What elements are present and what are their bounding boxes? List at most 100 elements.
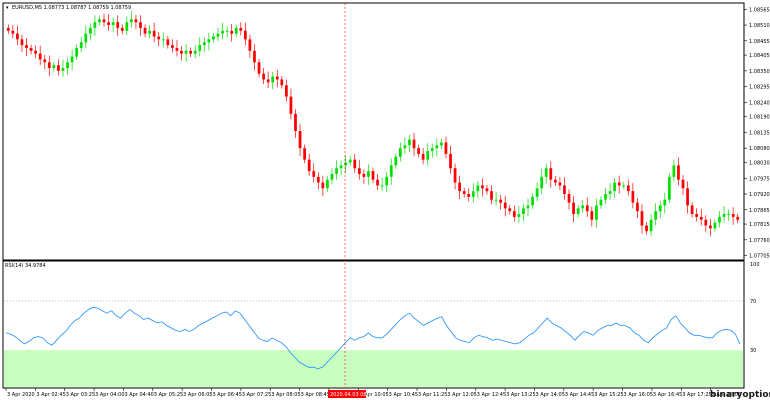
candle-bull [66,62,69,68]
candlesticks [6,11,740,237]
candle-bull [394,156,398,166]
candle-bull [608,191,612,194]
candle-bear [262,73,265,80]
candle-bear [499,199,503,203]
candle-bear [11,30,15,34]
candle-bull [713,222,717,229]
candle-bull [672,165,676,177]
candle-bear [421,153,425,160]
candle-bear [157,36,161,40]
candle-bear [444,142,448,154]
candle-bull [234,27,238,34]
candle-bear [731,214,735,217]
candle-bull [663,199,667,206]
candle-bull [84,33,88,43]
candle-bull [595,205,598,220]
symbol-menu-arrow-icon[interactable]: ▾ [6,5,9,11]
time-tick-label: 3 Apr 04:00 [95,392,124,398]
candle-bull [389,165,393,177]
candle-bull [52,65,56,68]
candle-bull [216,33,220,37]
candle-bull [193,50,197,54]
candle-bear [357,168,361,174]
candle-bull [271,76,275,83]
candle-bear [239,27,243,31]
time-tick-label: 3 Apr 17:25 [682,392,711,398]
price-tick-label: 1.07920 [749,192,770,198]
candle-bear [695,214,699,217]
candle-bear [736,216,740,220]
candle-bull [348,159,352,163]
candle-bull [540,176,544,189]
candle-bull [526,205,530,209]
candle-bull [98,19,101,23]
time-tick-label: 3 Apr 16:05 [624,392,653,398]
candle-bull [604,194,607,200]
price-panel[interactable] [2,2,745,261]
candle-bull [718,216,721,223]
candle-bear [243,30,247,40]
candle-bear [626,185,630,192]
candle-bear [248,39,252,51]
candle-bear [636,202,639,212]
candle-bear [175,47,179,51]
price-tick-label: 1.08135 [749,130,770,136]
candle-bear [25,45,28,48]
candle-bear [266,79,270,83]
candle-bear [617,182,621,186]
candle-bull [667,176,671,200]
price-tick-label: 1.08350 [749,69,770,75]
candle-bull [576,208,580,215]
candle-bear [303,148,306,160]
price-tick-label: 1.08190 [749,115,770,121]
candle-bear [590,211,594,220]
time-tick-label: 3 Apr 10:05 [359,392,388,398]
candle-bear [645,225,648,232]
time-tick-label: 3 Apr 06:45 [213,392,242,398]
rsi-axis: 100 70 30 [750,262,760,354]
candle-bear [490,191,493,200]
candle-bear [253,50,256,63]
candle-bear [485,188,489,192]
candle-bear [453,168,457,183]
candle-bear [572,202,575,215]
candle-bear [139,22,142,28]
candle-bull [380,185,384,187]
candle-bear [417,148,420,154]
candle-bull [70,56,74,63]
candle-bear [585,205,589,212]
candle-bear [412,139,416,149]
price-tick-label: 1.08405 [749,53,770,59]
candle-bull [613,182,616,192]
candle-bear [280,79,284,86]
candle-bull [722,214,726,217]
candle-bear [462,191,466,194]
candle-bear [38,53,42,60]
candle-bear [362,173,366,177]
candle-bull [212,36,215,40]
rsi-indicator [5,306,741,370]
time-tick-label: 3 Apr 08:05 [271,392,300,398]
candle-bear [549,168,553,180]
price-tick-label: 1.07865 [749,208,770,214]
crosshair-time-label: 2020.04.03 08:00 [330,392,375,398]
rsi-line [5,306,741,370]
candle-bull [130,19,133,23]
candle-bull [494,199,498,201]
candle-bull [61,68,65,71]
price-tick-label: 1.08455 [749,39,770,45]
candle-bear [289,96,293,114]
time-tick-label: 3 Apr 10:45 [389,392,418,398]
candle-bear [166,39,170,46]
candle-bull [93,22,97,28]
candle-bear [257,62,261,74]
candle-bear [307,159,311,172]
crosshair-time-box [328,390,366,398]
candle-bull [476,185,480,192]
time-tick-label: 3 Apr 11:25 [418,392,447,398]
rsi-tick-label: 70 [750,299,756,305]
time-tick-label: 3 Apr 05:25 [154,392,183,398]
rsi-tick-label: 100 [750,262,760,268]
candle-bear [686,188,689,206]
time-tick-label: 3 Apr 04:40 [124,392,153,398]
